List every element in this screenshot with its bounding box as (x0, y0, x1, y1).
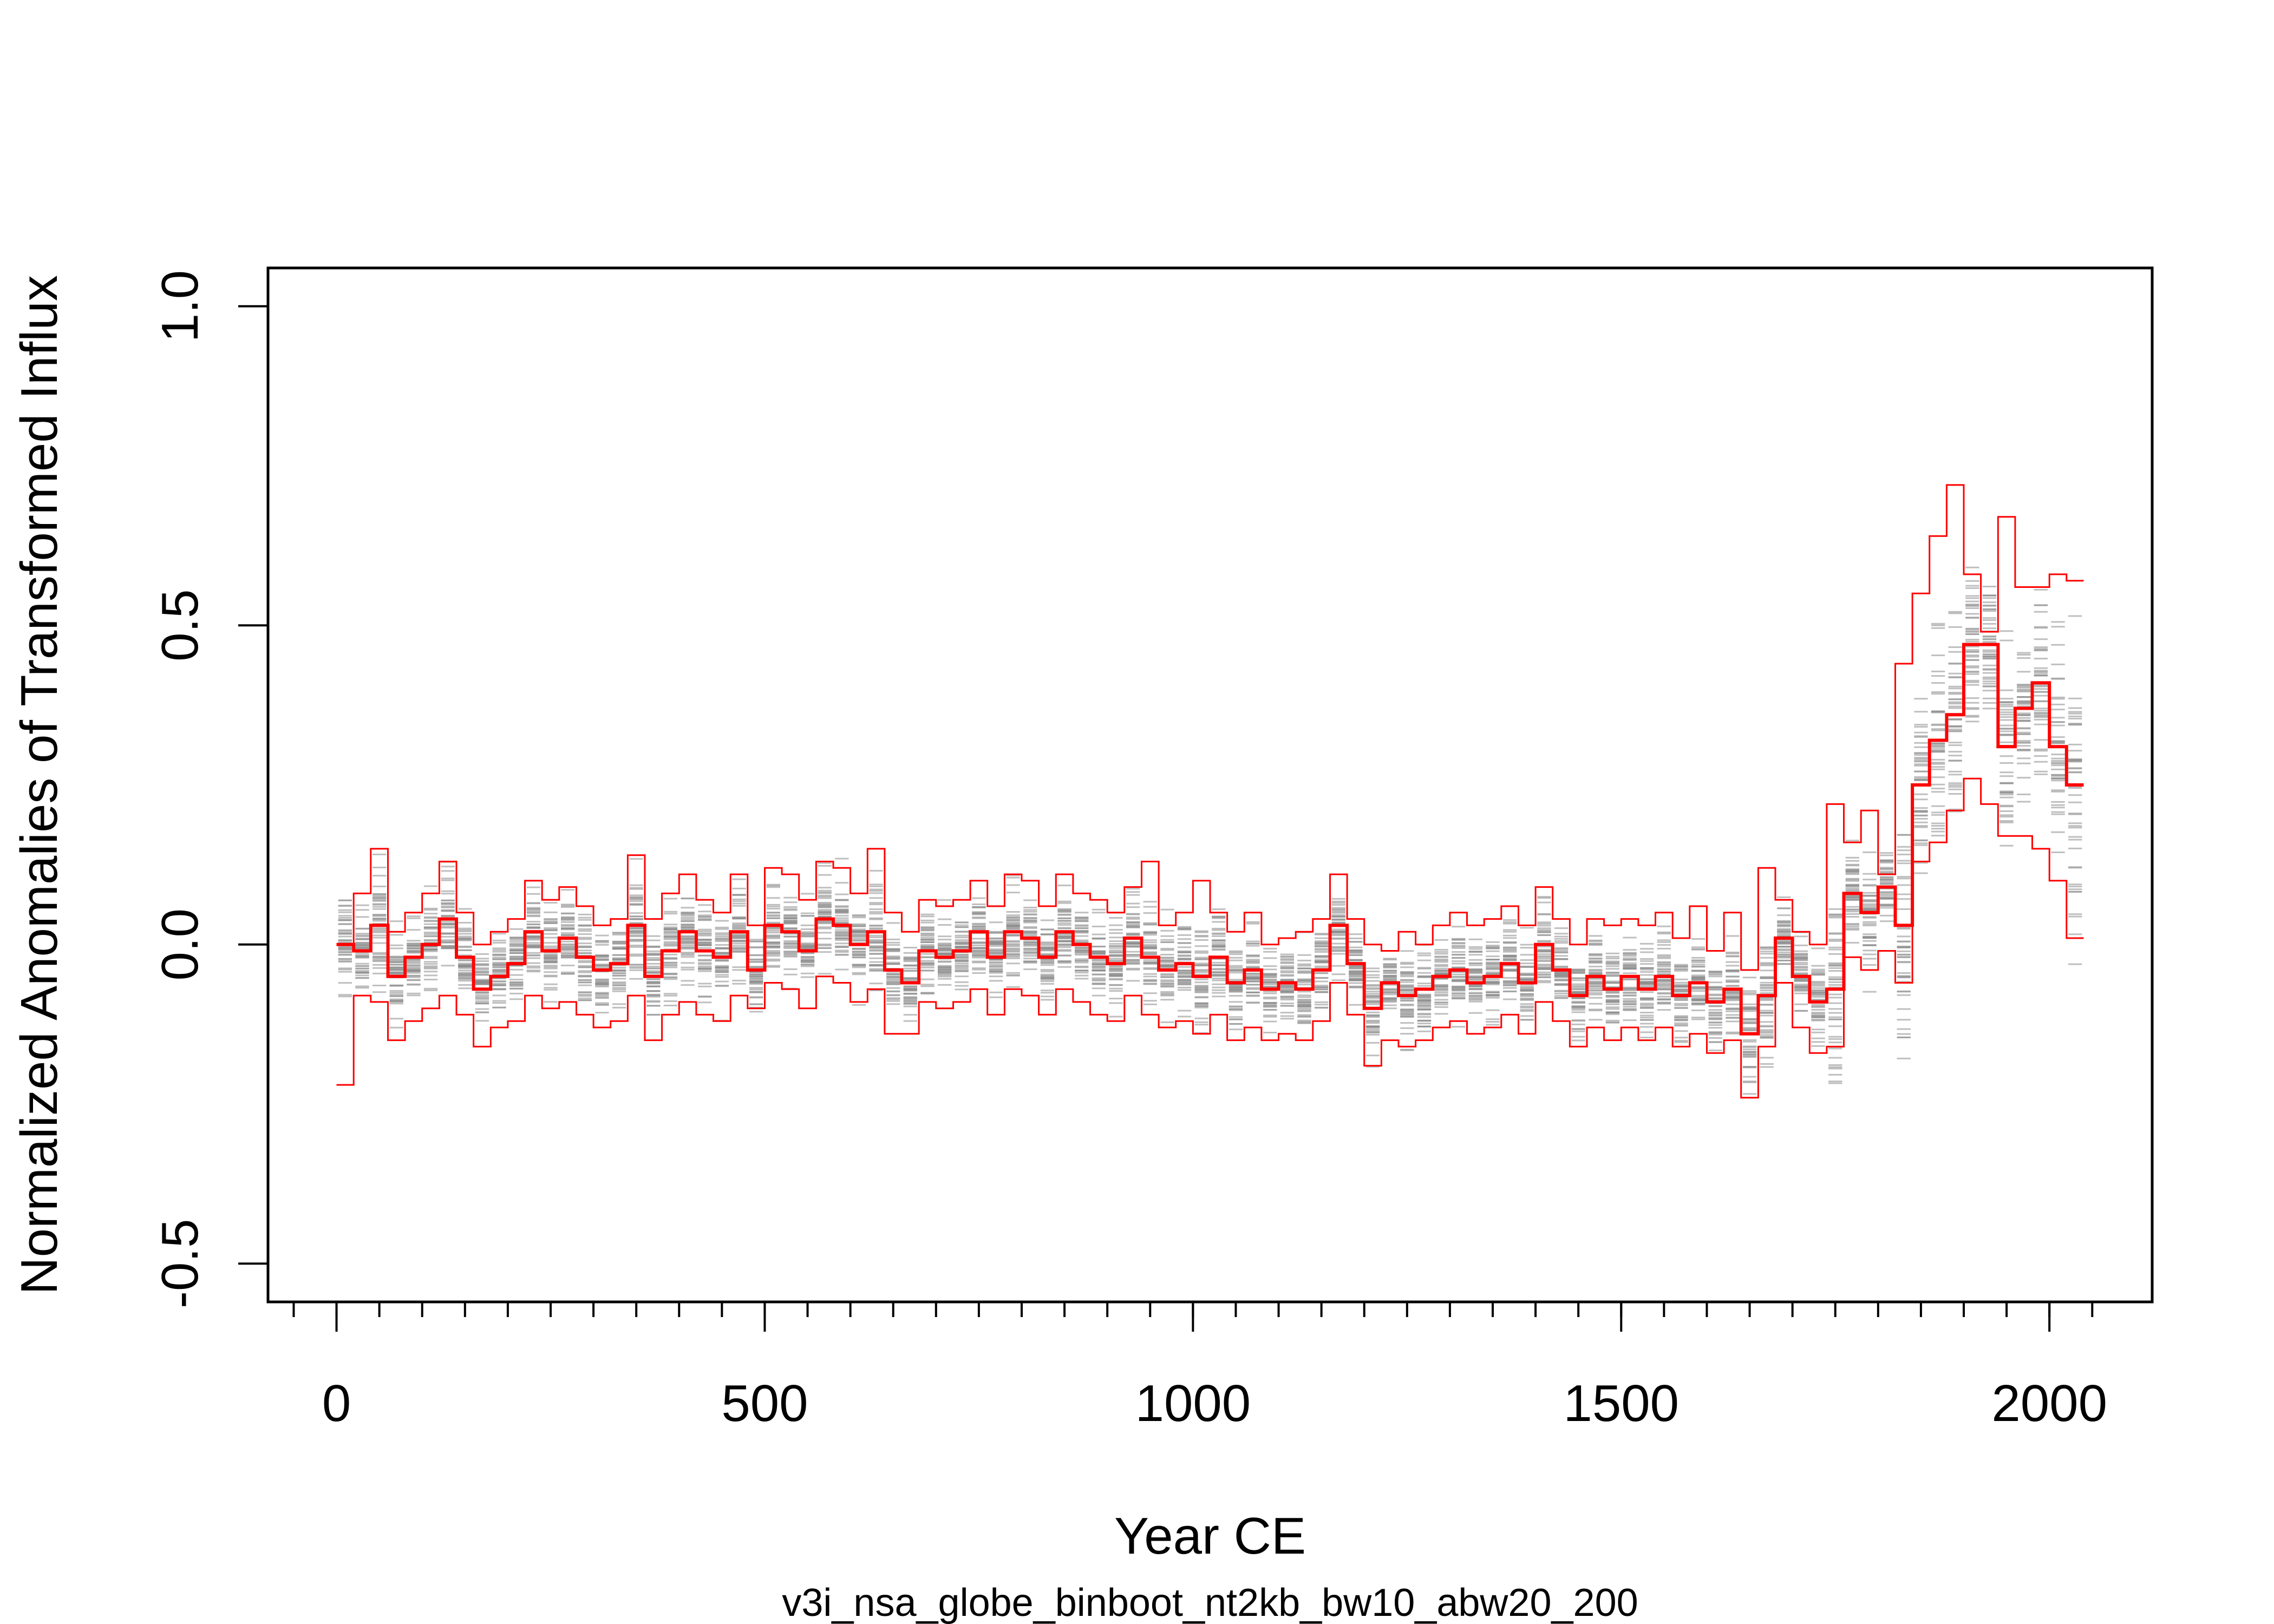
y-tick-label: -0.5 (151, 1219, 209, 1308)
upper-bound-line (336, 484, 2084, 971)
chart-subtitle: v3i_nsa_globe_binboot_nt2kb_bw10_abw20_2… (782, 1581, 1638, 1624)
confidence-bounds (336, 484, 2084, 1099)
y-tick-label: 0.0 (151, 908, 209, 980)
x-tick-label: 1000 (1135, 1374, 1251, 1432)
x-tick-label: 1500 (1563, 1374, 1679, 1432)
x-axis: 0 500 1000 1500 2000 (292, 1302, 2107, 1432)
median-series (336, 643, 2084, 1036)
x-axis-title: Year CE (1114, 1507, 1306, 1565)
y-axis-title: Normalized Anomalies of Transformed Infl… (10, 275, 68, 1294)
x-tick-label: 2000 (1991, 1374, 2107, 1432)
y-tick-label: 1.0 (151, 270, 209, 342)
y-tick-label: 0.5 (151, 589, 209, 661)
x-tick-label: 500 (721, 1374, 808, 1432)
median-line (336, 643, 2084, 1036)
y-axis: -0.5 0.0 0.5 1.0 (151, 270, 268, 1308)
lower-bound-line (336, 777, 2084, 1099)
plot-frame (266, 266, 2154, 1304)
x-tick-label: 0 (322, 1374, 351, 1432)
